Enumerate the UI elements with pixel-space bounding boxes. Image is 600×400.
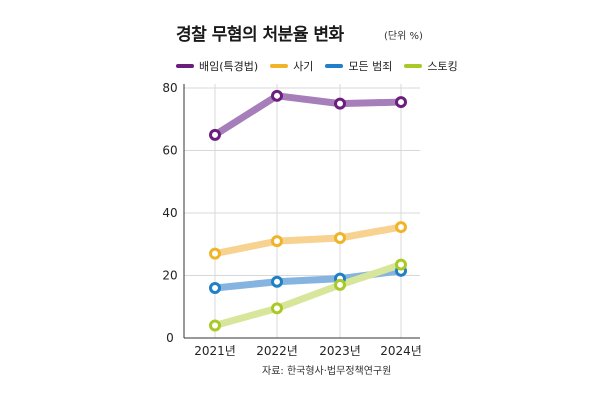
legend-item-3: 스토킹 xyxy=(404,58,458,74)
series-3-point xyxy=(209,319,221,332)
y-tick-label: 40 xyxy=(162,206,177,220)
legend-label-3: 스토킹 xyxy=(427,60,458,73)
source-note: 자료: 한국형사·법무정책연구원 xyxy=(262,366,392,377)
y-tick-label: 80 xyxy=(162,81,177,95)
legend-swatch-3 xyxy=(404,64,423,68)
unit-label: (단위 %) xyxy=(384,31,423,42)
legend-label-1: 사기 xyxy=(293,60,314,73)
legend-swatch-1 xyxy=(270,64,289,68)
legend-label-0: 배임(특경법) xyxy=(199,60,259,73)
series-3-point xyxy=(395,258,407,271)
y-tick-label: 60 xyxy=(162,144,177,158)
series-0-point xyxy=(395,96,407,109)
x-tick-label: 2022년 xyxy=(256,344,298,358)
series-line-3 xyxy=(211,261,405,329)
series-3-point xyxy=(271,302,283,315)
legend: 배임(특경법) 사기 모든 범죄 스토킹 xyxy=(176,58,458,74)
y-tick-label: 0 xyxy=(166,331,174,345)
series-2-point xyxy=(271,275,283,288)
legend-swatch-2 xyxy=(325,64,344,68)
x-tick-label: 2023년 xyxy=(319,344,361,358)
series-0-point xyxy=(334,97,346,110)
legend-item-0: 배임(특경법) xyxy=(176,58,258,74)
series-2-point xyxy=(209,282,221,294)
legend-item-2: 모든 범죄 xyxy=(325,58,392,74)
series-1-point xyxy=(271,235,283,248)
y-tick-label: 20 xyxy=(162,269,177,283)
x-tick-label: 2024년 xyxy=(380,344,422,358)
series-1-point xyxy=(209,247,221,260)
series-1-point xyxy=(334,232,346,244)
legend-swatch-0 xyxy=(176,64,194,68)
series-3-point xyxy=(334,278,346,291)
x-tick-label: 2021년 xyxy=(194,344,236,358)
chart-title: 경찰 무혐의 처분율 변화 xyxy=(176,25,344,45)
series-0-point xyxy=(209,128,221,141)
series-line-1 xyxy=(211,223,405,258)
series-1-point xyxy=(395,221,407,234)
series-line-0 xyxy=(211,92,405,139)
series-0-point xyxy=(271,89,283,102)
legend-item-1: 사기 xyxy=(270,58,313,74)
legend-label-2: 모든 범죄 xyxy=(348,60,393,73)
